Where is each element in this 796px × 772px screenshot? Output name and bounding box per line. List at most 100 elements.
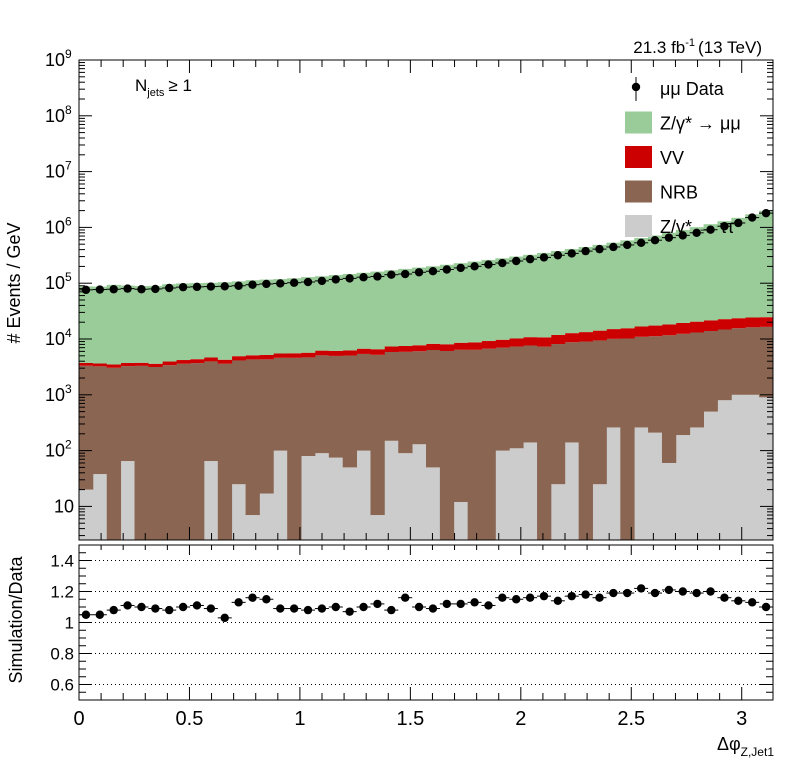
bar-nrb-14 bbox=[273, 357, 288, 451]
bar-z--34 bbox=[550, 250, 566, 335]
bar-z--38 bbox=[606, 427, 621, 540]
ratio-y-tick-label: 0.8 bbox=[50, 645, 74, 664]
bar-z--13 bbox=[259, 493, 274, 540]
data-point-10 bbox=[220, 282, 229, 291]
data-point-46 bbox=[720, 222, 729, 231]
bar-nrb-33 bbox=[537, 346, 552, 540]
bar-vv-26 bbox=[439, 344, 455, 351]
bar-z--23 bbox=[398, 268, 413, 347]
bar-z--7 bbox=[176, 283, 191, 361]
bar-nrb-9 bbox=[203, 361, 219, 462]
bar-z--10 bbox=[217, 282, 233, 360]
x-tick-label: 3 bbox=[736, 708, 747, 730]
bar-vv-9 bbox=[203, 357, 219, 362]
main-data-points bbox=[78, 208, 774, 295]
bar-vv-36 bbox=[578, 332, 593, 342]
bar-z--45 bbox=[703, 224, 718, 321]
bar-vv-2 bbox=[106, 364, 122, 368]
ratio-y-tick-label: 0.6 bbox=[50, 676, 74, 695]
ratio-point-8 bbox=[192, 601, 202, 610]
bar-vv-1 bbox=[92, 363, 108, 367]
ratio-point-12 bbox=[248, 593, 257, 602]
ratio-point-2 bbox=[109, 605, 118, 615]
ratio-point-43 bbox=[678, 587, 687, 596]
ratio-point-25 bbox=[428, 604, 438, 613]
bar-vv-12 bbox=[245, 355, 260, 360]
bar-z--29 bbox=[481, 259, 496, 342]
bar-z--41 bbox=[648, 235, 663, 326]
bar-vv-23 bbox=[398, 346, 413, 352]
data-point-0 bbox=[81, 285, 91, 295]
bar-nrb-39 bbox=[620, 338, 635, 540]
data-point-22 bbox=[387, 270, 396, 279]
bar-vv-24 bbox=[412, 345, 427, 352]
data-point-5 bbox=[151, 284, 160, 294]
data-point-34 bbox=[553, 251, 563, 260]
data-point-21 bbox=[373, 272, 382, 281]
bar-z--42 bbox=[661, 462, 677, 540]
bar-z--20 bbox=[356, 450, 371, 540]
data-point-11 bbox=[234, 281, 243, 290]
ratio-point-28 bbox=[470, 598, 479, 607]
bar-z--27 bbox=[453, 263, 469, 343]
legend-label: NRB bbox=[660, 183, 698, 203]
data-point-9 bbox=[206, 282, 216, 291]
ratio-point-38 bbox=[609, 588, 618, 598]
bar-vv-48 bbox=[745, 317, 760, 328]
selection-label: Njets ≥ 1 bbox=[135, 76, 192, 99]
bar-z--32 bbox=[523, 254, 538, 338]
bar-nrb-23 bbox=[398, 351, 413, 454]
bar-nrb-21 bbox=[370, 354, 385, 516]
data-point-30 bbox=[498, 258, 507, 268]
ratio-point-20 bbox=[359, 602, 368, 612]
ratio-y-tick-label: 1 bbox=[65, 614, 74, 633]
x-axis-title: ΔφZ,Jet1 bbox=[717, 734, 774, 759]
data-point-48 bbox=[747, 213, 757, 222]
data-point-20 bbox=[359, 273, 368, 282]
data-point-47 bbox=[734, 218, 743, 228]
data-point-42 bbox=[664, 233, 674, 242]
bar-vv-18 bbox=[328, 350, 344, 356]
ratio-point-6 bbox=[165, 605, 174, 615]
bar-z--30 bbox=[495, 258, 510, 340]
ratio-y-tick-label: 1.2 bbox=[50, 583, 74, 602]
bar-nrb-25 bbox=[426, 350, 441, 468]
bar-z--38 bbox=[606, 242, 621, 330]
bar-z--6 bbox=[162, 284, 177, 362]
ratio-point-22 bbox=[387, 605, 396, 615]
bar-z--20 bbox=[356, 272, 371, 349]
bar-vv-49 bbox=[759, 317, 774, 327]
bar-nrb-44 bbox=[689, 332, 704, 428]
data-point-45 bbox=[706, 225, 715, 234]
ratio-point-1 bbox=[95, 610, 105, 619]
ratio-point-32 bbox=[525, 593, 535, 602]
ratio-point-40 bbox=[636, 584, 646, 593]
bar-vv-47 bbox=[731, 318, 746, 329]
bar-nrb-3 bbox=[120, 366, 135, 462]
bar-z--35 bbox=[564, 248, 580, 334]
bar-z--28 bbox=[467, 261, 482, 343]
bar-z--37 bbox=[592, 244, 607, 331]
bar-z--22 bbox=[384, 440, 399, 540]
data-point-35 bbox=[567, 249, 576, 258]
data-point-16 bbox=[303, 277, 313, 287]
main-stack bbox=[79, 210, 774, 540]
bar-vv-8 bbox=[190, 359, 205, 364]
data-point-38 bbox=[609, 242, 618, 252]
data-point-33 bbox=[539, 253, 549, 262]
legend-label: Z/γ* → ττ bbox=[660, 217, 734, 237]
bar-z--14 bbox=[273, 450, 288, 540]
bar-nrb-42 bbox=[661, 335, 677, 463]
bar-vv-28 bbox=[467, 342, 482, 350]
bar-z--16 bbox=[301, 277, 316, 353]
data-point-8 bbox=[192, 282, 202, 292]
bar-z--12 bbox=[245, 515, 260, 540]
bar-nrb-48 bbox=[745, 327, 760, 395]
ratio-point-42 bbox=[664, 585, 674, 595]
legend-label: Z/γ* → μμ bbox=[660, 114, 741, 134]
legend-swatch bbox=[625, 111, 652, 134]
ratio-y-tick-label: 1.4 bbox=[50, 552, 74, 571]
bar-z--43 bbox=[675, 229, 691, 323]
y-tick-label: 10 bbox=[54, 496, 74, 516]
